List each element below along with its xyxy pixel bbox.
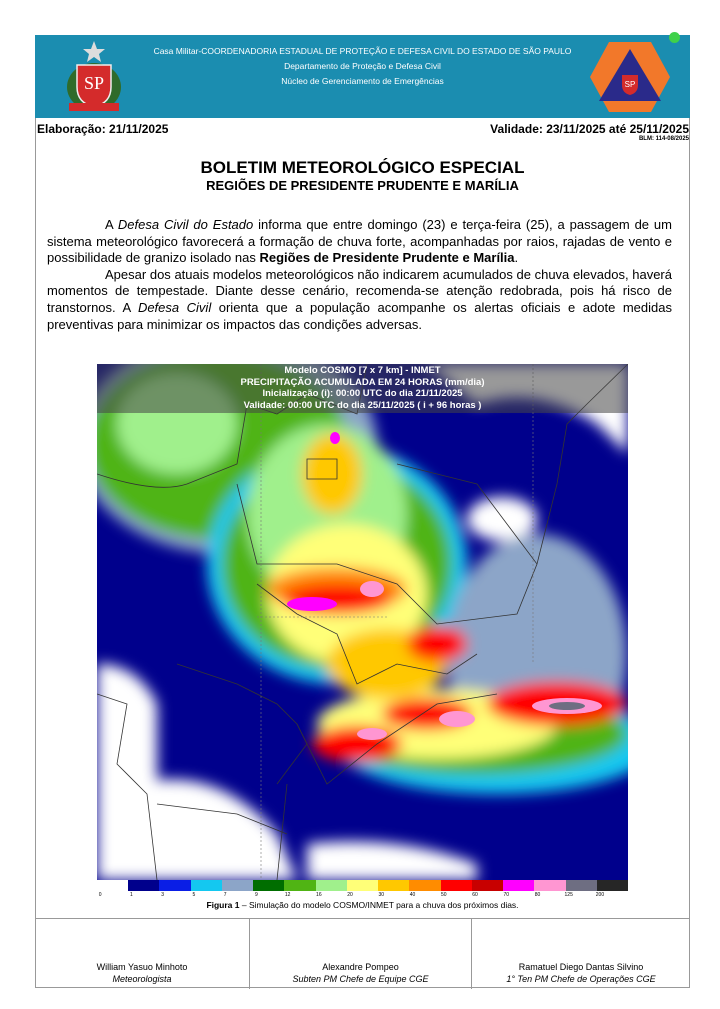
page-title: BOLETIM METEOROLÓGICO ESPECIAL <box>200 158 525 177</box>
elaboration-date: Elaboração: 21/11/2025 <box>37 122 169 136</box>
colorbar-segment <box>253 880 285 891</box>
svg-text:SP: SP <box>625 80 636 89</box>
map-title-block: Modelo COSMO [7 x 7 km] - INMET PRECIPIT… <box>97 364 628 413</box>
paragraph-1: A Defesa Civil do Estado informa que ent… <box>47 217 672 266</box>
signature-block: William Yasuo Minhoto Meteorologista Ale… <box>35 918 690 989</box>
validity-date: Validade: 23/11/2025 até 25/11/2025 <box>490 122 689 136</box>
colorbar-label: 5 <box>192 892 196 898</box>
colorbar-label: 60 <box>472 892 478 898</box>
colorbar-segment <box>159 880 191 891</box>
colorbar-segment <box>503 880 535 891</box>
header-line-2: Departamento de Proteção e Defesa Civil <box>284 61 441 71</box>
colorbar-segment <box>565 880 597 891</box>
colorbar-segment <box>284 880 316 891</box>
map-title-variable: PRECIPITAÇÃO ACUMULADA EM 24 HORAS (mm/d… <box>240 376 485 388</box>
colorbar-label: 50 <box>440 892 447 898</box>
precipitation-colorbar <box>97 880 628 891</box>
bulletin-number: BLM: 114-08/2025 <box>638 136 689 142</box>
figure-caption: Figura 1 – Simulação do modelo COSMO/INM… <box>206 900 519 910</box>
signature-3: Ramatuel Diego Dantas Silvino 1° Ten PM … <box>506 962 656 984</box>
colorbar-segment <box>596 880 628 891</box>
colorbar-segment <box>440 880 472 891</box>
svg-text:SP: SP <box>84 73 104 93</box>
sp-coat-of-arms-logo: SP <box>67 41 121 111</box>
colorbar-label: 20 <box>347 892 353 898</box>
colorbar-label: 40 <box>409 892 416 898</box>
colorbar-label: 125 <box>564 892 573 898</box>
colorbar-label: 0 <box>98 892 102 898</box>
colorbar-segment <box>378 880 410 891</box>
colorbar-label: 1 <box>130 892 133 898</box>
colorbar-label: 7 <box>223 892 227 898</box>
precipitation-map: Modelo COSMO [7 x 7 km] - INMET PRECIPIT… <box>97 364 628 880</box>
colorbar-segment <box>97 880 129 891</box>
colorbar-segment <box>409 880 441 891</box>
signature-2: Alexandre Pompeo Subten PM Chefe de Equi… <box>250 919 472 989</box>
bulletin-text: A Defesa Civil do Estado informa que ent… <box>47 217 672 333</box>
header-line-3: Núcleo de Gerenciamento de Emergências <box>281 76 444 86</box>
header-line-1: Casa Militar-COORDENADORIA ESTADUAL DE P… <box>153 46 572 56</box>
status-dot <box>669 32 680 43</box>
colorbar-segment <box>471 880 504 891</box>
paragraph-2: Apesar dos atuais modelos meteorológicos… <box>47 266 672 332</box>
map-title-model: Modelo COSMO [7 x 7 km] - INMET <box>284 365 441 376</box>
colorbar-label: 70 <box>503 892 510 898</box>
map-title-init: Inicialização (i): 00:00 UTC do dia 21/1… <box>262 388 463 399</box>
precipitation-map-image <box>97 364 628 880</box>
defesa-civil-logo: SP <box>590 42 670 112</box>
map-title-validity: Validade: 00:00 UTC do dia 25/11/2025 ( … <box>243 399 482 411</box>
page-subtitle: REGIÕES DE PRESIDENTE PRUDENTE E MARÍLIA <box>206 178 519 193</box>
colorbar-segment <box>221 880 254 891</box>
header-banner: SP Casa Militar-COORDENADORIA ESTADUAL D… <box>35 35 690 118</box>
colorbar-label: 12 <box>284 892 291 898</box>
colorbar-segment <box>534 880 566 891</box>
colorbar-labels: 0 1 3 5 7 9 12 16 20 30 40 50 60 70 80 125 200 <box>97 892 628 900</box>
colorbar-label: 9 <box>254 892 258 898</box>
colorbar-segment <box>128 880 160 891</box>
signature-1: William Yasuo Minhoto Meteorologista <box>35 919 250 989</box>
colorbar-label: 16 <box>316 892 322 898</box>
colorbar-label: 3 <box>161 892 165 898</box>
colorbar-segment <box>346 880 379 891</box>
colorbar-label: 30 <box>378 892 385 898</box>
colorbar-segment <box>190 880 222 891</box>
colorbar-label: 80 <box>534 892 541 898</box>
colorbar-label: 200 <box>595 892 605 898</box>
colorbar-segment <box>315 880 347 891</box>
